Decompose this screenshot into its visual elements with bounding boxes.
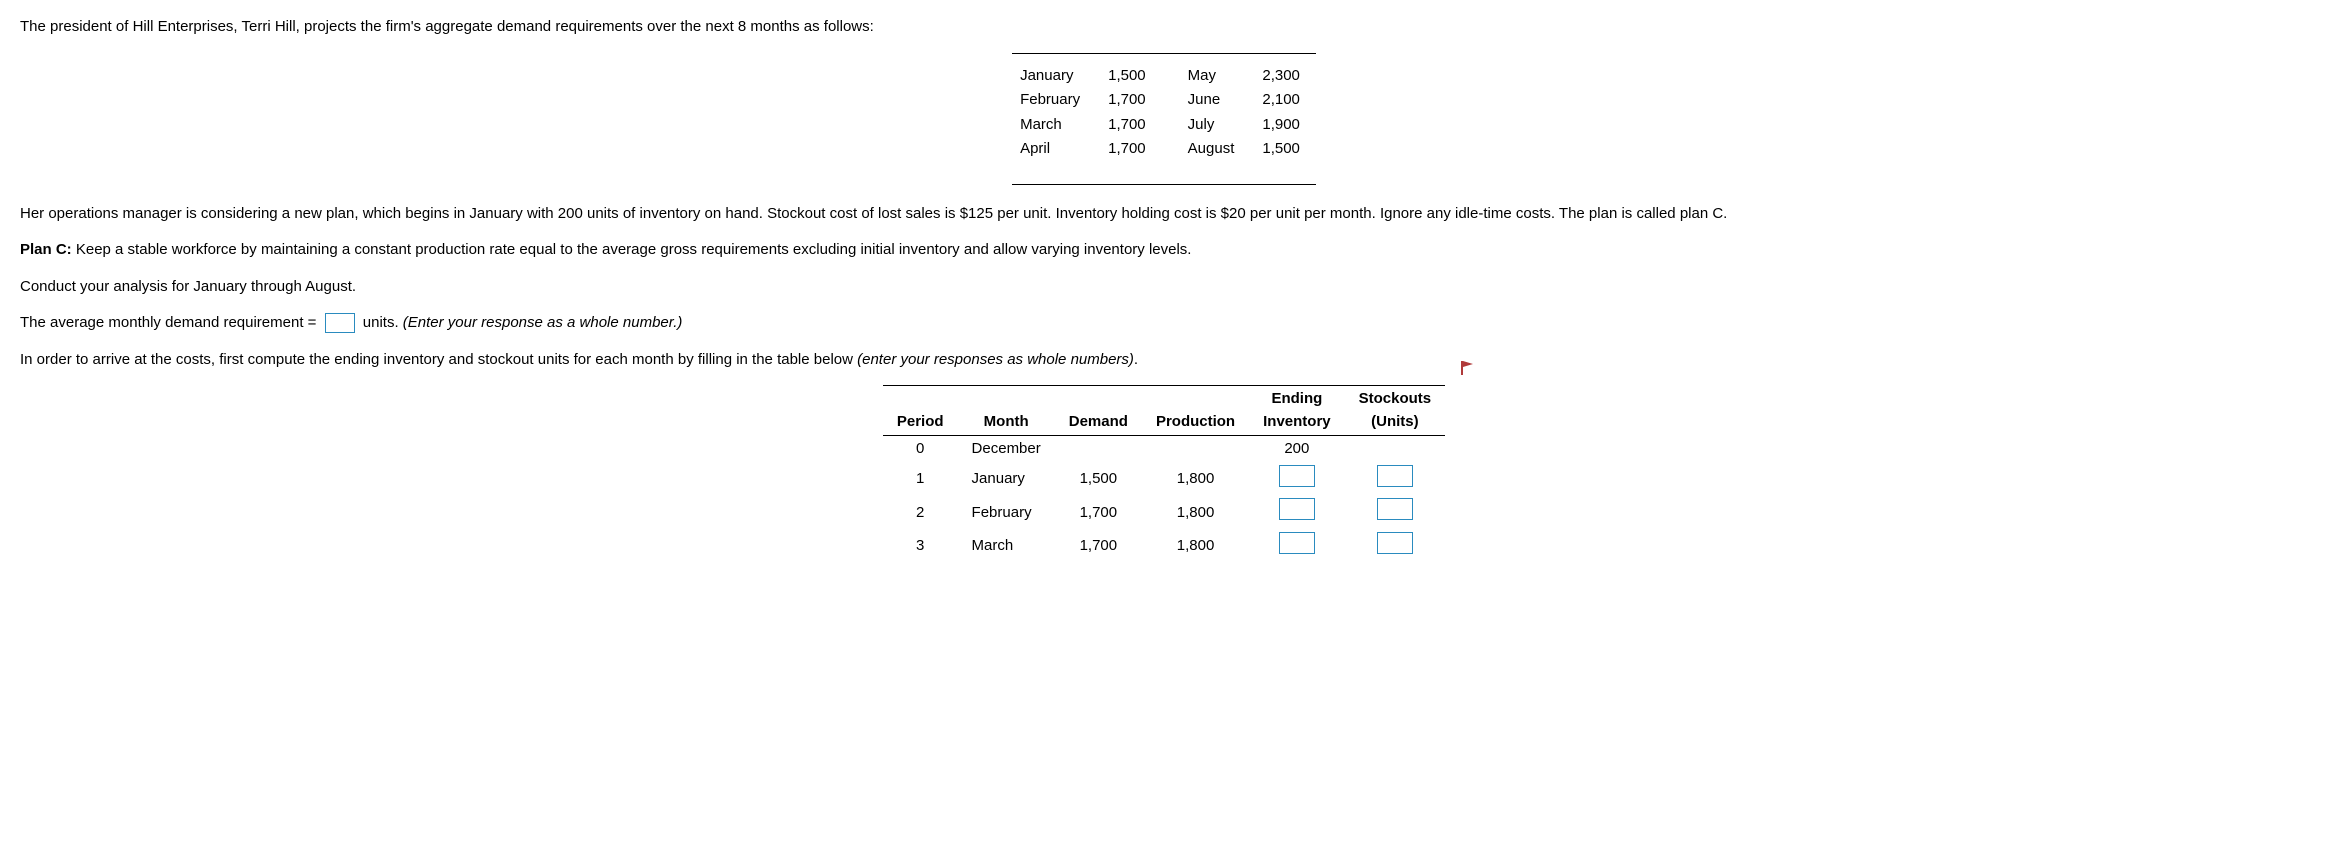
demand-cell: 1,500 [1055,463,1142,497]
month-cell: March [958,530,1055,564]
period-cell: 1 [883,463,958,497]
ending-cell [1249,463,1345,497]
demand-table-wrap: January1,500May2,300February1,700June2,1… [1012,53,1316,185]
ending-cell [1249,496,1345,530]
avg-pre: The average monthly demand requirement = [20,314,321,331]
stock-cell [1345,436,1446,463]
table-row: 1January1,5001,800 [883,463,1445,497]
month-cell: April [1020,137,1108,162]
pretable-end: . [1134,351,1138,368]
flag-icon[interactable] [1459,359,1477,385]
pretable-hint: (enter your responses as whole numbers) [857,351,1134,368]
production-cell: 1,800 [1142,463,1249,497]
production-cell [1142,436,1249,463]
demand-table: January1,500May2,300February1,700June2,1… [1020,64,1308,162]
demand-cell: 1,700 [1055,530,1142,564]
stockout-input[interactable] [1377,532,1413,554]
period-cell: 3 [883,530,958,564]
ending-cell: 200 [1249,436,1345,463]
demand-row: January1,500May2,300 [1020,64,1308,89]
month-cell: March [1020,113,1108,138]
value-cell: 1,700 [1108,88,1188,113]
demand-cell [1055,436,1142,463]
th-demand: Demand [1055,386,1142,436]
ending-inventory-input[interactable] [1279,465,1315,487]
production-cell: 1,800 [1142,530,1249,564]
pretable-line: In order to arrive at the costs, first c… [20,349,2308,372]
month-cell: July [1188,113,1263,138]
ending-inventory-input[interactable] [1279,532,1315,554]
month-cell: January [958,463,1055,497]
plan-c-text: Keep a stable workforce by maintaining a… [76,241,1192,258]
th-ending: EndingInventory [1249,386,1345,436]
pretable-text: In order to arrive at the costs, first c… [20,351,857,368]
plan-table: Period Month Demand Production EndingInv… [883,385,1445,563]
value-cell: 2,100 [1262,88,1308,113]
value-cell: 1,700 [1108,113,1188,138]
value-cell: 1,700 [1108,137,1188,162]
th-period: Period [883,386,958,436]
avg-demand-input[interactable] [325,313,355,333]
avg-hint: (Enter your response as a whole number.) [403,314,683,331]
value-cell: 2,300 [1262,64,1308,89]
plan-c-label: Plan C: [20,241,76,258]
stock-cell [1345,530,1446,564]
stock-cell [1345,463,1446,497]
th-stockouts: Stockouts(Units) [1345,386,1446,436]
stockout-input[interactable] [1377,498,1413,520]
month-cell: January [1020,64,1108,89]
intro-paragraph: The president of Hill Enterprises, Terri… [20,16,2308,39]
value-cell: 1,500 [1108,64,1188,89]
demand-row: April1,700August1,500 [1020,137,1308,162]
demand-row: March1,700July1,900 [1020,113,1308,138]
demand-row: February1,700June2,100 [1020,88,1308,113]
month-cell: August [1188,137,1263,162]
value-cell: 1,500 [1262,137,1308,162]
stock-cell [1345,496,1446,530]
th-month: Month [958,386,1055,436]
stockout-input[interactable] [1377,465,1413,487]
period-cell: 2 [883,496,958,530]
demand-cell: 1,700 [1055,496,1142,530]
table-row: 2February1,7001,800 [883,496,1445,530]
ending-inventory-input[interactable] [1279,498,1315,520]
table-row: 0December 200 [883,436,1445,463]
month-cell: February [1020,88,1108,113]
ending-cell [1249,530,1345,564]
month-cell: May [1188,64,1263,89]
plan-c-line: Plan C: Keep a stable workforce by maint… [20,239,2308,262]
table-row: 3March1,7001,800 [883,530,1445,564]
plan-description: Her operations manager is considering a … [20,203,2308,226]
average-line: The average monthly demand requirement =… [20,312,2308,335]
avg-units: units. [359,314,403,331]
production-cell: 1,800 [1142,496,1249,530]
month-cell: December [958,436,1055,463]
month-cell: February [958,496,1055,530]
month-cell: June [1188,88,1263,113]
period-cell: 0 [883,436,958,463]
conduct-line: Conduct your analysis for January throug… [20,276,2308,299]
th-production: Production [1142,386,1249,436]
value-cell: 1,900 [1262,113,1308,138]
